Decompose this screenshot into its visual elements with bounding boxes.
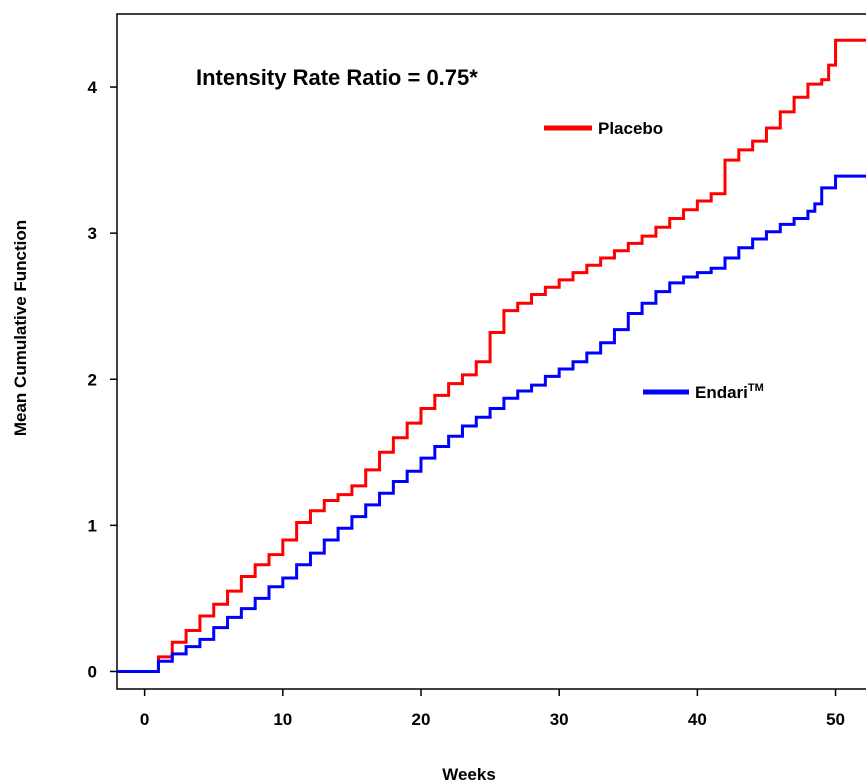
legend-label-endari: EndariTM [695, 382, 764, 402]
x-tick-label: 0 [140, 710, 149, 729]
x-tick-label: 40 [688, 710, 707, 729]
legend-label-endari-superscript: TM [748, 382, 764, 394]
y-axis: 0 1 2 3 4 [88, 78, 117, 681]
plot-frame [116, 13, 866, 690]
legend-label-endari-text: Endari [695, 383, 748, 402]
annotation-intensity-ratio: Intensity Rate Ratio = 0.75* [196, 65, 478, 90]
y-axis-label: Mean Cumulative Function [11, 220, 30, 436]
x-tick-label: 20 [412, 710, 431, 729]
y-tick-label: 4 [88, 78, 98, 97]
y-tick-label: 2 [88, 370, 97, 389]
x-tick-label: 10 [273, 710, 292, 729]
series-line-endari [117, 174, 866, 673]
x-axis: 0 10 20 30 40 50 [140, 689, 845, 729]
x-axis-label: Weeks [442, 765, 496, 783]
legend-label-placebo: Placebo [598, 119, 663, 138]
x-tick-label: 30 [550, 710, 569, 729]
y-tick-label: 0 [88, 662, 97, 681]
series-layer [117, 38, 866, 673]
x-tick-label: 50 [826, 710, 845, 729]
y-tick-label: 3 [88, 224, 97, 243]
y-tick-label: 1 [88, 516, 97, 535]
series-line-placebo [117, 38, 866, 673]
